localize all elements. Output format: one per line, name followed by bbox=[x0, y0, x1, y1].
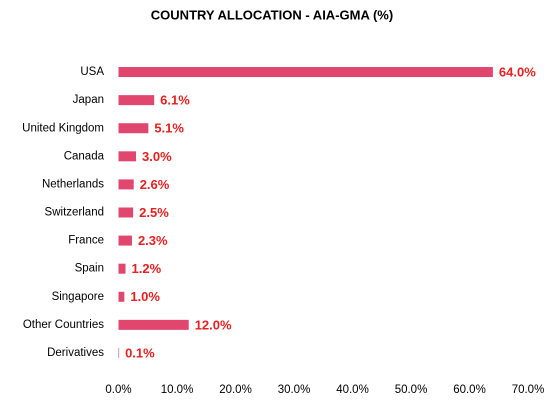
y-tick-label: Japan bbox=[73, 94, 104, 106]
value-label: 5.1% bbox=[154, 121, 184, 136]
value-label: 64.0% bbox=[499, 64, 536, 79]
y-tick-label: Switzerland bbox=[45, 207, 104, 219]
bar bbox=[118, 319, 189, 330]
bar bbox=[118, 235, 132, 246]
bar bbox=[118, 263, 126, 274]
y-tick-label: France bbox=[68, 235, 104, 247]
bar bbox=[118, 151, 137, 162]
x-tick-label: 10.0% bbox=[161, 384, 194, 396]
bar bbox=[118, 123, 149, 134]
value-label: 6.1% bbox=[160, 93, 190, 108]
value-label: 1.0% bbox=[130, 289, 160, 304]
value-label: 2.5% bbox=[139, 205, 169, 220]
x-tick-label: 60.0% bbox=[453, 384, 486, 396]
x-tick-label: 40.0% bbox=[336, 384, 369, 396]
y-tick-label: Spain bbox=[75, 263, 104, 275]
bar bbox=[118, 347, 120, 358]
y-tick-label: USA bbox=[80, 66, 104, 78]
y-tick-label: Singapore bbox=[52, 291, 104, 303]
bar bbox=[118, 67, 493, 78]
x-tick-label: 50.0% bbox=[395, 384, 428, 396]
bar bbox=[118, 179, 134, 190]
value-label: 3.0% bbox=[142, 149, 172, 164]
value-label: 1.2% bbox=[132, 261, 162, 276]
value-label: 0.1% bbox=[125, 345, 155, 360]
x-tick-label: 30.0% bbox=[278, 384, 311, 396]
value-label: 2.3% bbox=[138, 233, 168, 248]
x-tick-label: 70.0% bbox=[512, 384, 545, 396]
bar bbox=[118, 207, 134, 218]
bar bbox=[118, 291, 125, 302]
x-tick-label: 0.0% bbox=[105, 384, 131, 396]
y-tick-label: Canada bbox=[64, 150, 105, 162]
bar bbox=[118, 95, 155, 106]
y-tick-label: United Kingdom bbox=[22, 122, 104, 134]
y-tick-label: Derivatives bbox=[47, 347, 104, 359]
y-tick-label: Other Countries bbox=[23, 319, 104, 331]
chart-title: COUNTRY ALLOCATION - AIA-GMA (%) bbox=[151, 7, 393, 22]
x-tick-label: 20.0% bbox=[219, 384, 252, 396]
value-label: 12.0% bbox=[195, 317, 232, 332]
y-tick-label: Netherlands bbox=[42, 178, 104, 190]
value-label: 2.6% bbox=[140, 177, 170, 192]
